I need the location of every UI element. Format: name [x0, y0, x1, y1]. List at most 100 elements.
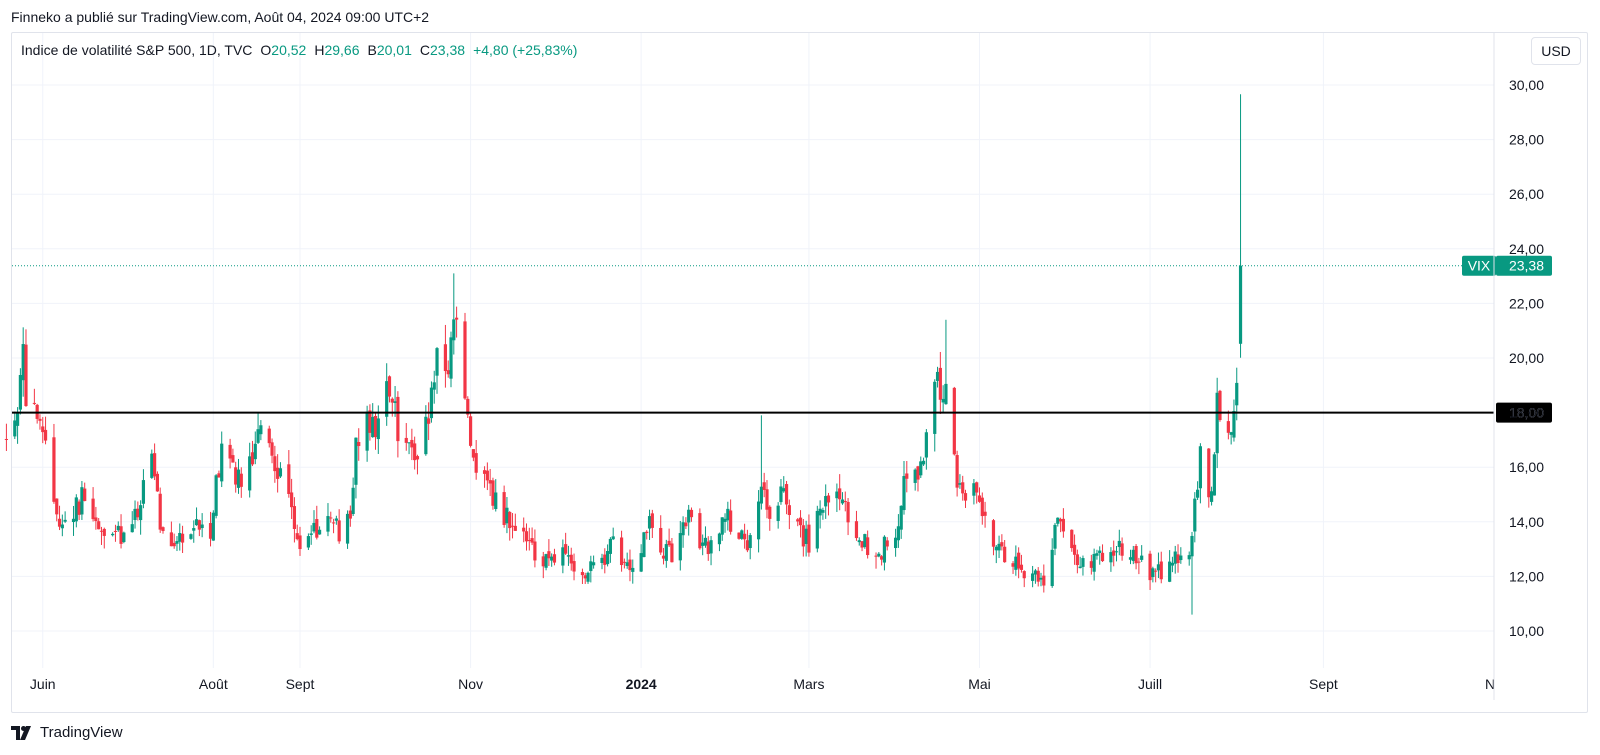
candle-body [55, 498, 59, 515]
candle-body [158, 493, 162, 530]
candle-body [1209, 491, 1214, 502]
tradingview-logo[interactable]: TradingView [11, 724, 123, 741]
candle-body [729, 510, 733, 532]
candle-body [337, 520, 341, 542]
chart-axes: 10,00 12,00 14,00 16,00 18,00 20,00 22,00 24,00… [30, 33, 1544, 700]
candle-body [944, 383, 948, 405]
candle-body [622, 561, 626, 563]
candle-body [1128, 557, 1133, 560]
candle-body [1014, 556, 1018, 570]
candle-body [547, 551, 551, 559]
candle-body [1022, 571, 1026, 579]
candle-body [239, 473, 243, 487]
candle-body [116, 525, 120, 531]
chart-grid [12, 33, 1494, 668]
candle-body [287, 464, 291, 494]
tradingview-logo-icon [11, 725, 31, 740]
candle-body [784, 484, 789, 505]
horizontal-line-label: 18,00 [1509, 405, 1544, 421]
x-tick-label: Mars [793, 676, 824, 692]
low-value: 20,01 [376, 42, 412, 58]
candle-body [295, 533, 299, 540]
candle-body [1072, 544, 1077, 555]
high-label: H [314, 42, 325, 58]
candle-body [880, 556, 884, 560]
candle-body [779, 486, 783, 503]
y-tick-label: 22,00 [1509, 295, 1544, 311]
candle-body [1168, 561, 1172, 582]
candle-body [1042, 575, 1046, 586]
candle-body [628, 559, 632, 571]
candle-body [43, 429, 48, 441]
candle-body [586, 572, 590, 582]
candle-body [1134, 546, 1138, 564]
candle-body [77, 501, 81, 515]
currency-button[interactable]: USD [1531, 37, 1581, 65]
candle-body [1207, 448, 1211, 498]
candle-body [309, 533, 313, 535]
candle-body [376, 418, 380, 440]
candle-body [882, 536, 887, 563]
candle-body [387, 376, 392, 397]
candle-body [670, 543, 674, 563]
candle-body [357, 441, 361, 447]
candle-body [1089, 561, 1093, 568]
candle-body [824, 496, 828, 507]
candle-body [161, 527, 165, 531]
candle-body [762, 482, 766, 490]
candle-body [589, 561, 593, 572]
candle-body [365, 411, 369, 451]
y-tick-label: 24,00 [1509, 241, 1544, 257]
candle-body [435, 348, 439, 376]
candle-body [133, 508, 137, 521]
last-price-label-bg [1496, 255, 1552, 276]
candle-body [415, 456, 420, 460]
candle-body [180, 533, 185, 543]
candle-body [443, 344, 448, 372]
candle-body [1176, 554, 1180, 564]
candle-body [74, 497, 78, 522]
candle-body [1061, 518, 1065, 532]
candle-body [21, 344, 25, 381]
candle-body [1140, 555, 1144, 560]
candle-body [485, 470, 489, 481]
candle-body [645, 531, 649, 534]
candle-body [807, 524, 811, 553]
candle-body [113, 530, 118, 532]
candle-body [1017, 552, 1021, 569]
candle-body [1098, 550, 1102, 553]
candle-body [1075, 554, 1079, 566]
low-label: B [367, 42, 377, 58]
candle-body [194, 519, 199, 526]
candle-body [234, 467, 238, 485]
candle-body [717, 533, 722, 545]
candle-body [592, 562, 596, 566]
candle-body [119, 526, 123, 544]
candlestick-series [4, 94, 1243, 615]
candle-body [826, 495, 831, 503]
candle-body [231, 455, 235, 463]
change-value: +4,80 (+25,83%) [473, 42, 578, 58]
candle-body [351, 487, 355, 515]
candle-body [1215, 392, 1219, 454]
candle-body [991, 520, 996, 547]
candle-body [429, 387, 434, 419]
candle-body [1109, 552, 1113, 563]
last-price-label: 23,38 [1509, 258, 1544, 274]
candle-body [756, 501, 761, 540]
candle-body [13, 420, 17, 437]
candle-body [1114, 551, 1119, 553]
y-tick-label: 10,00 [1509, 623, 1544, 639]
candle-body [527, 540, 531, 542]
candle-body [424, 416, 428, 455]
candle-body [502, 492, 506, 525]
candle-body [885, 540, 889, 547]
candle-body [600, 557, 604, 563]
candle-body [608, 538, 612, 554]
candle-body [510, 525, 515, 527]
candle-body [952, 387, 956, 455]
candle-body [1070, 529, 1074, 549]
candle-body [15, 412, 20, 426]
candle-body [208, 523, 213, 539]
